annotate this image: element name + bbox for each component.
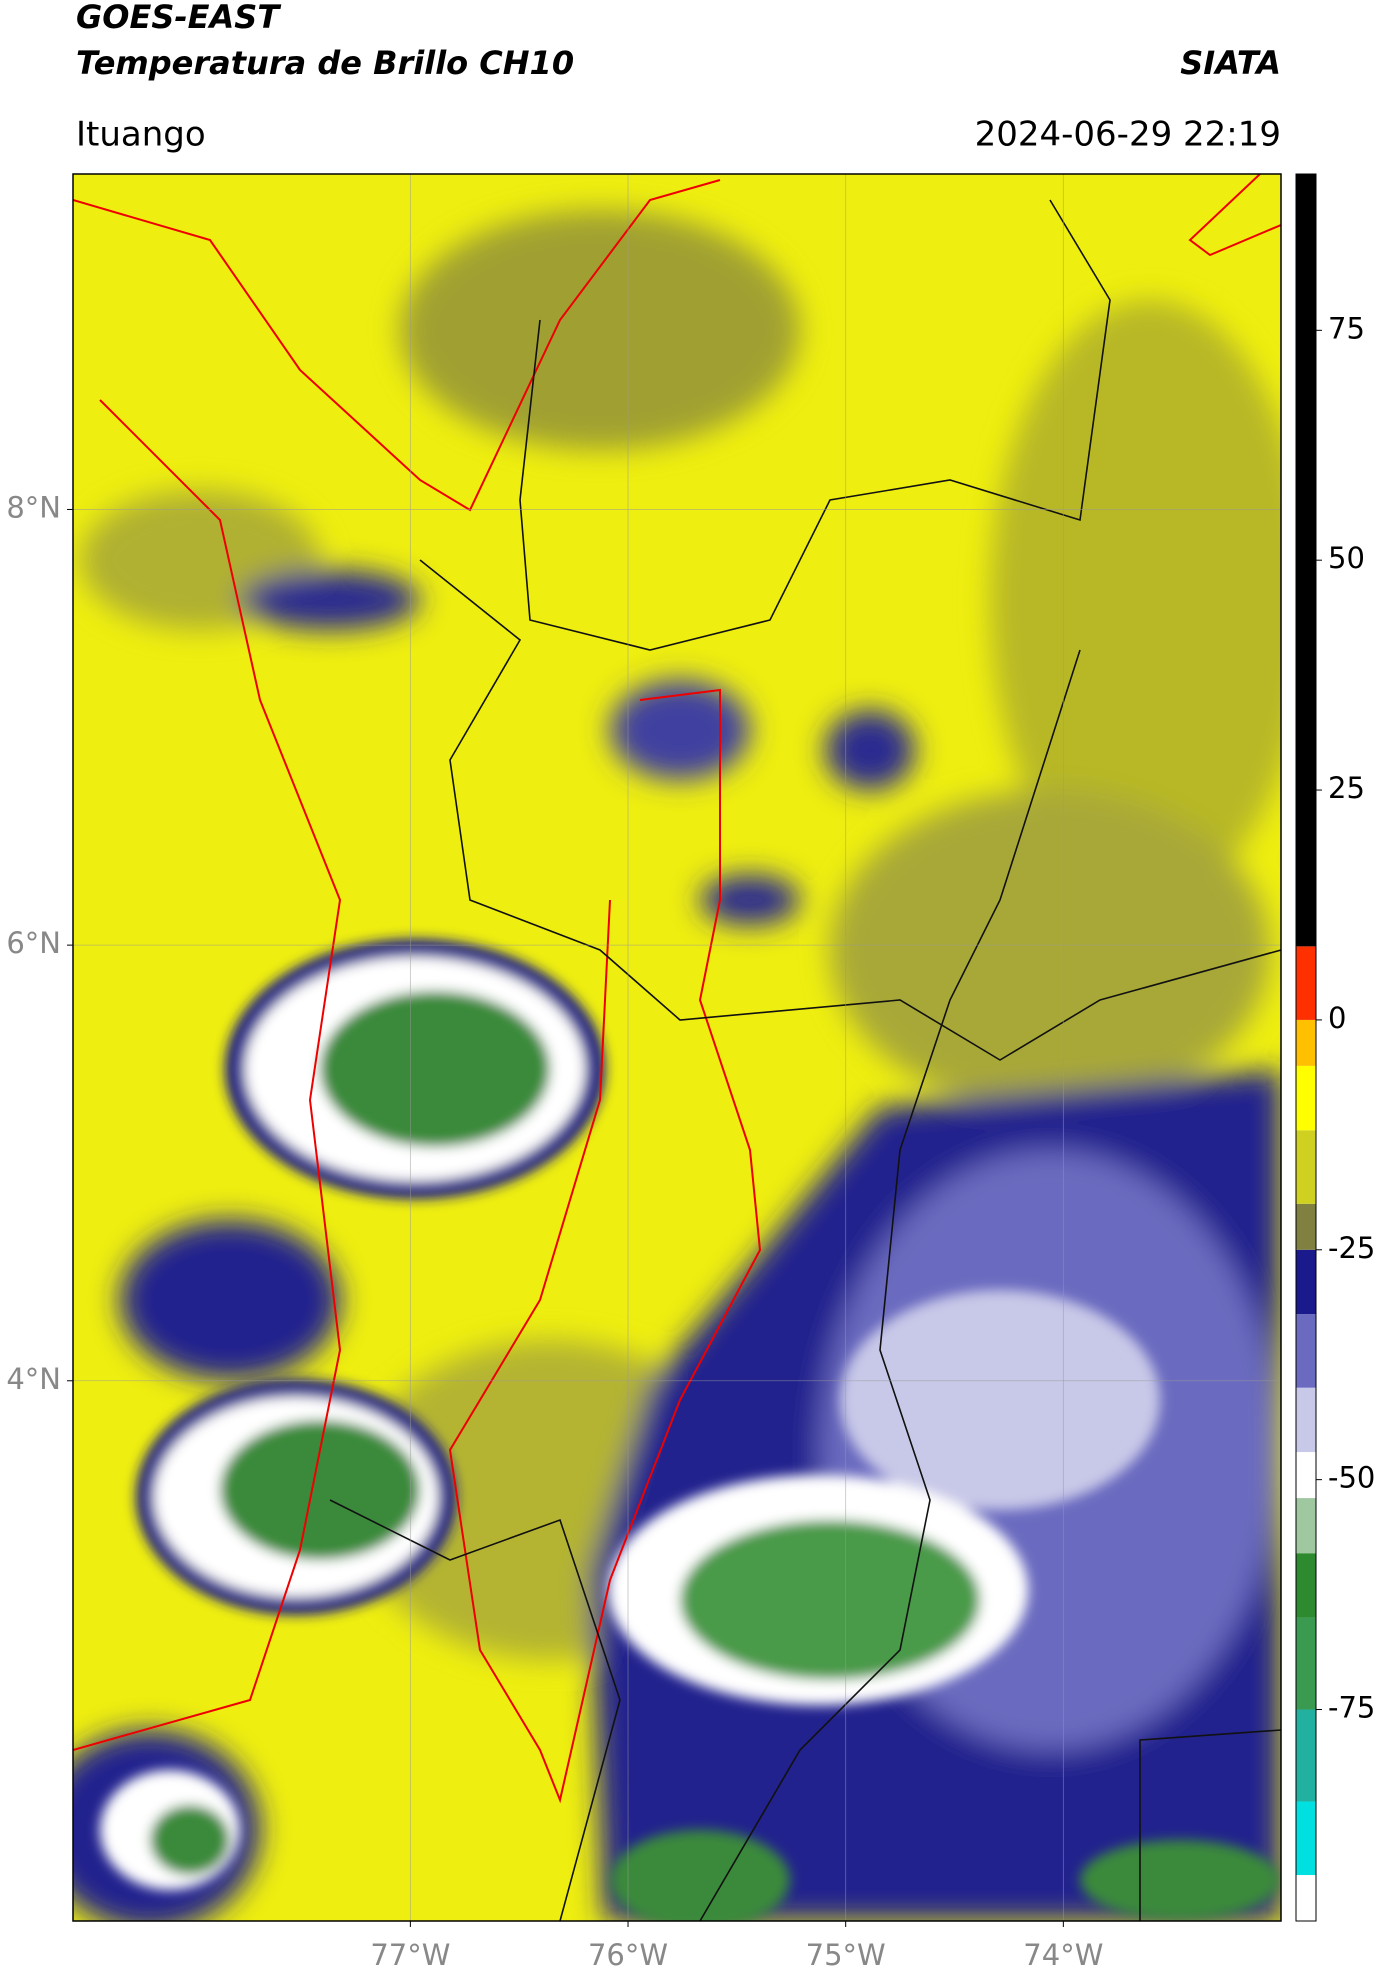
colorbar-frame [1295, 173, 1317, 1922]
colorbar-tick-label: -75 [1328, 1691, 1375, 1725]
colorbar-band [1296, 1498, 1316, 1554]
colorbar-band [1296, 946, 1316, 1020]
colorbar-band [1296, 1617, 1316, 1710]
colorbar-band [1296, 1314, 1316, 1388]
title: Temperatura de Brillo CH10 [76, 44, 574, 82]
colorbar-band [1296, 1875, 1316, 1921]
org: SIATA [1180, 44, 1281, 82]
colorbar-tick-label: -50 [1328, 1461, 1375, 1495]
satellite-image [73, 174, 1281, 1921]
colorbar-band [1296, 1130, 1316, 1204]
colorbar-tick-label: 50 [1328, 541, 1365, 575]
colorbar-band [1296, 1065, 1316, 1131]
colorbar-band [1296, 1801, 1316, 1876]
x-tick-label: 76°W [588, 1938, 668, 1972]
colorbar-band [1296, 1249, 1316, 1315]
title: GOES-EAST [76, 0, 281, 36]
colorbar-tick-label: 25 [1328, 771, 1365, 805]
timestamp: 2024-06-29 22:19 [975, 115, 1281, 155]
x-tick-label: 74°W [1023, 1938, 1103, 1972]
colorbar-tick-label: 0 [1328, 1001, 1346, 1035]
colorbar-band [1296, 1553, 1316, 1618]
colorbar-band [1296, 174, 1316, 947]
colorbar-tick-label: -25 [1328, 1231, 1375, 1265]
x-tick-label: 75°W [806, 1938, 886, 1972]
x-tick-label: 77°W [370, 1938, 450, 1972]
colorbar-band [1296, 1452, 1316, 1499]
map-frame [72, 173, 1282, 1922]
colorbar-tick-label: 75 [1328, 311, 1365, 345]
y-tick-label: 4°N [6, 1362, 61, 1396]
colorbar-band [1296, 1019, 1316, 1066]
colorbar-band [1296, 1709, 1316, 1802]
colorbar-band [1296, 1203, 1316, 1250]
y-tick-label: 6°N [6, 926, 61, 960]
region: Ituango [76, 115, 206, 155]
colorbar-band [1296, 1387, 1316, 1453]
y-tick-label: 8°N [6, 490, 61, 524]
